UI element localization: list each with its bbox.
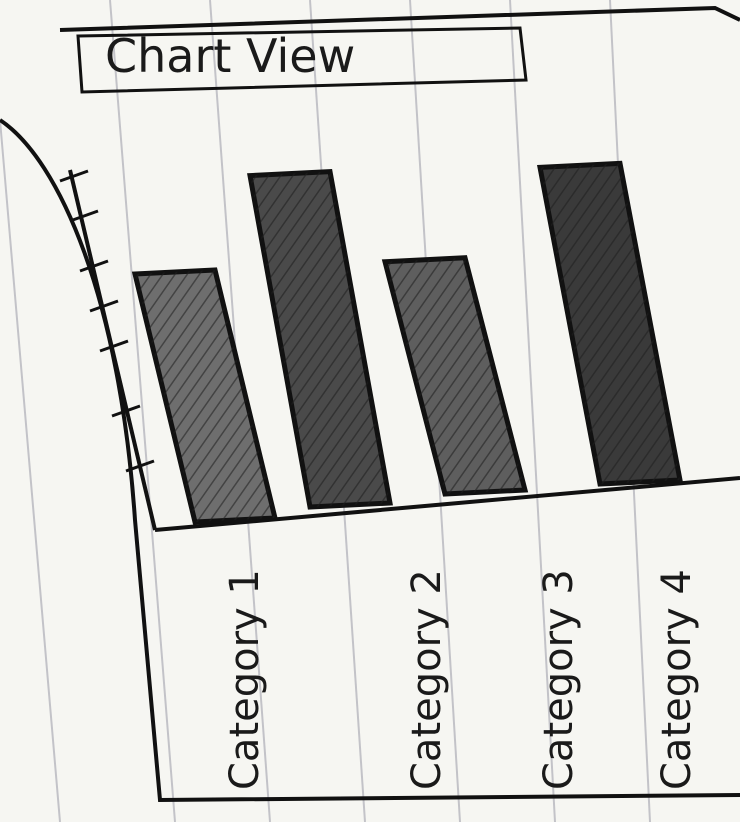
- y-tick: [99, 339, 129, 353]
- bar-2: [247, 168, 393, 510]
- category-labels-group: Category 1 Category 2 Category 3 Category 4: [222, 569, 700, 790]
- bar-hatch: [135, 270, 275, 522]
- y-axis: [59, 169, 157, 531]
- bars-group: [131, 160, 683, 525]
- bar-hatch: [250, 171, 390, 507]
- bar-hatch: [385, 257, 525, 494]
- y-tick: [125, 459, 155, 473]
- title-box: Chart View: [76, 26, 528, 94]
- category-label: Category 4: [654, 569, 700, 790]
- y-tick: [111, 404, 141, 418]
- y-tick: [79, 259, 109, 273]
- bar-3: [381, 255, 529, 497]
- window-title: Chart View: [105, 29, 355, 83]
- category-label: Category 1: [222, 569, 268, 790]
- bar-4: [537, 160, 683, 487]
- window-frame: [0, 5, 740, 803]
- y-tick: [89, 299, 119, 313]
- y-tick: [59, 169, 89, 183]
- category-label: Category 3: [536, 569, 582, 790]
- bar-hatch: [540, 163, 680, 484]
- y-tick: [69, 209, 99, 223]
- category-label: Category 2: [404, 569, 450, 790]
- bar-1: [131, 267, 279, 525]
